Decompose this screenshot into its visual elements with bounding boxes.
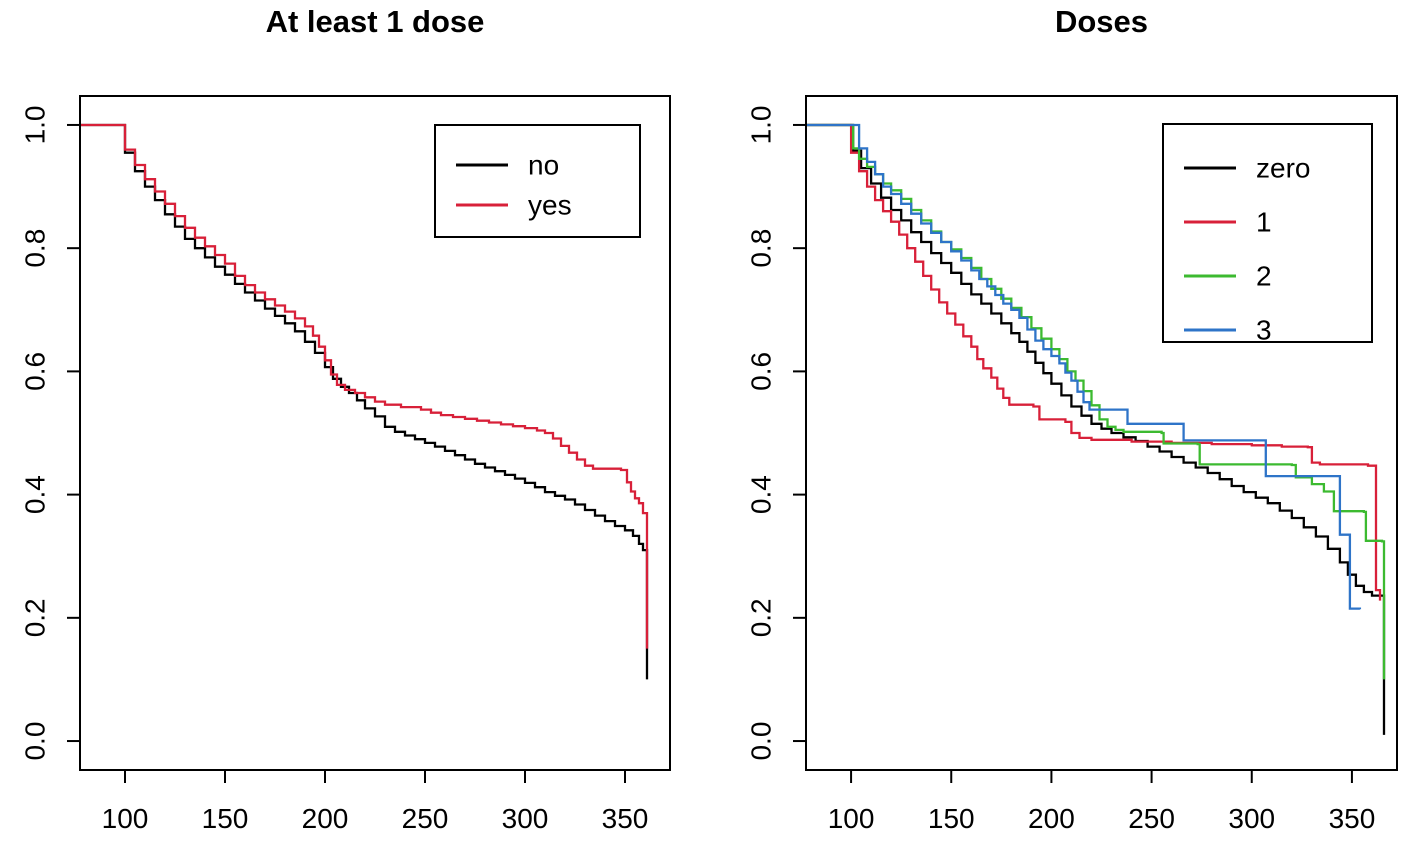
y-axis-tick-label: 0.2 <box>20 598 51 637</box>
legend-box <box>434 124 641 238</box>
y-axis-tick-label: 0.0 <box>746 722 777 761</box>
chart-doses: 100 150 200 250 300 350 0.0 0.2 0.4 0.6 0.8 1.0 zero… <box>746 95 1398 834</box>
legend-label-no: no <box>528 150 559 181</box>
y-axis-tick-label: 0.4 <box>746 475 777 514</box>
plot-box <box>79 95 671 771</box>
legend-label-1: 1 <box>1256 207 1272 238</box>
chart-title-left: At least 1 dose <box>265 4 485 39</box>
curve-yes <box>81 123 649 649</box>
x-axis-tick-label: 300 <box>502 803 549 834</box>
curve-zero <box>807 123 1386 735</box>
x-axis-tick-label: 100 <box>102 803 149 834</box>
legend-label-2: 2 <box>1256 261 1272 292</box>
curve-3 <box>807 123 1362 610</box>
y-axis-tick-label: 0.6 <box>20 352 51 391</box>
legend-label-3: 3 <box>1256 315 1272 346</box>
x-axis-tick-label: 200 <box>302 803 349 834</box>
curve-no <box>81 123 649 680</box>
x-axis-tick-label: 350 <box>602 803 649 834</box>
x-axis-tick-label: 200 <box>1028 803 1075 834</box>
y-axis-tick-label: 0.0 <box>20 722 51 761</box>
y-axis-tick-label: 0.8 <box>746 229 777 268</box>
panel-at-least-1-dose: At least 1 dose 100 150 200 250 300 350 0.0 0.2… <box>20 4 671 834</box>
y-axis-tick-label: 1.0 <box>20 105 51 144</box>
x-axis-tick-label: 350 <box>1329 803 1376 834</box>
plot-box <box>805 95 1398 771</box>
x-axis-tick-label: 300 <box>1228 803 1275 834</box>
legend-label-zero: zero <box>1256 153 1310 184</box>
panel-doses: Doses 100 150 200 250 300 350 0.0 0.2 0.4 0.6 0.8 1… <box>709 0 1418 851</box>
x-axis-tick-label: 150 <box>202 803 249 834</box>
x-axis-tick-label: 250 <box>1128 803 1175 834</box>
chart-title-right: Doses <box>1054 4 1149 39</box>
x-axis-tick-label: 100 <box>828 803 875 834</box>
y-axis-tick-label: 0.4 <box>20 475 51 514</box>
y-axis-tick-label: 0.6 <box>746 352 777 391</box>
y-axis-tick-label: 0.8 <box>20 229 51 268</box>
legend-box <box>1162 123 1373 343</box>
x-axis-tick-label: 150 <box>928 803 975 834</box>
y-axis-tick-label: 0.2 <box>746 598 777 637</box>
legend-label-yes: yes <box>528 190 572 221</box>
x-axis-tick-label: 250 <box>402 803 449 834</box>
y-axis-tick-label: 1.0 <box>746 105 777 144</box>
chart-at-least-1-dose: 100 150 200 250 300 350 0.0 0.2 0.4 0.6 0.8 1.0 no ye… <box>20 95 671 834</box>
curve-1 <box>807 123 1382 601</box>
